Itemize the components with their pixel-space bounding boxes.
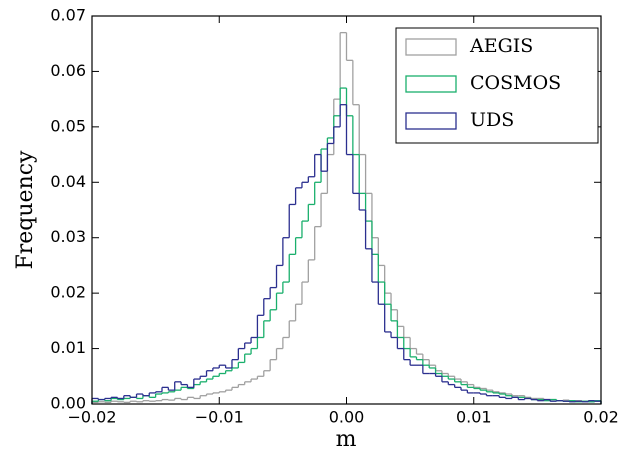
plot-frame bbox=[91, 15, 602, 405]
y-tick-label: 0.01 bbox=[50, 338, 86, 357]
x-tick-label: 0.01 bbox=[456, 408, 492, 427]
y-tick-label: 0.00 bbox=[50, 394, 86, 413]
legend-label: AEGIS bbox=[469, 35, 533, 57]
legend-swatch bbox=[405, 75, 457, 93]
y-tick-label: 0.05 bbox=[50, 116, 86, 135]
x-tick-label: −0.01 bbox=[195, 408, 244, 427]
legend-box bbox=[395, 27, 599, 144]
x-tick-label: −0.02 bbox=[67, 408, 116, 427]
x-tick-label: 0.00 bbox=[329, 408, 365, 427]
legend-label: COSMOS bbox=[470, 72, 561, 94]
legend-swatch bbox=[405, 112, 457, 130]
y-axis-label: Frequency bbox=[13, 150, 38, 270]
x-tick-label: 0.02 bbox=[583, 408, 619, 427]
y-tick-label: 0.04 bbox=[50, 172, 86, 191]
y-tick-label: 0.03 bbox=[50, 227, 86, 246]
x-axis-label: m bbox=[336, 427, 357, 452]
legend-label: UDS bbox=[470, 109, 514, 131]
legend-swatch bbox=[405, 38, 457, 56]
y-tick-label: 0.07 bbox=[50, 6, 86, 25]
y-tick-label: 0.06 bbox=[50, 61, 86, 80]
y-tick-label: 0.02 bbox=[50, 283, 86, 302]
